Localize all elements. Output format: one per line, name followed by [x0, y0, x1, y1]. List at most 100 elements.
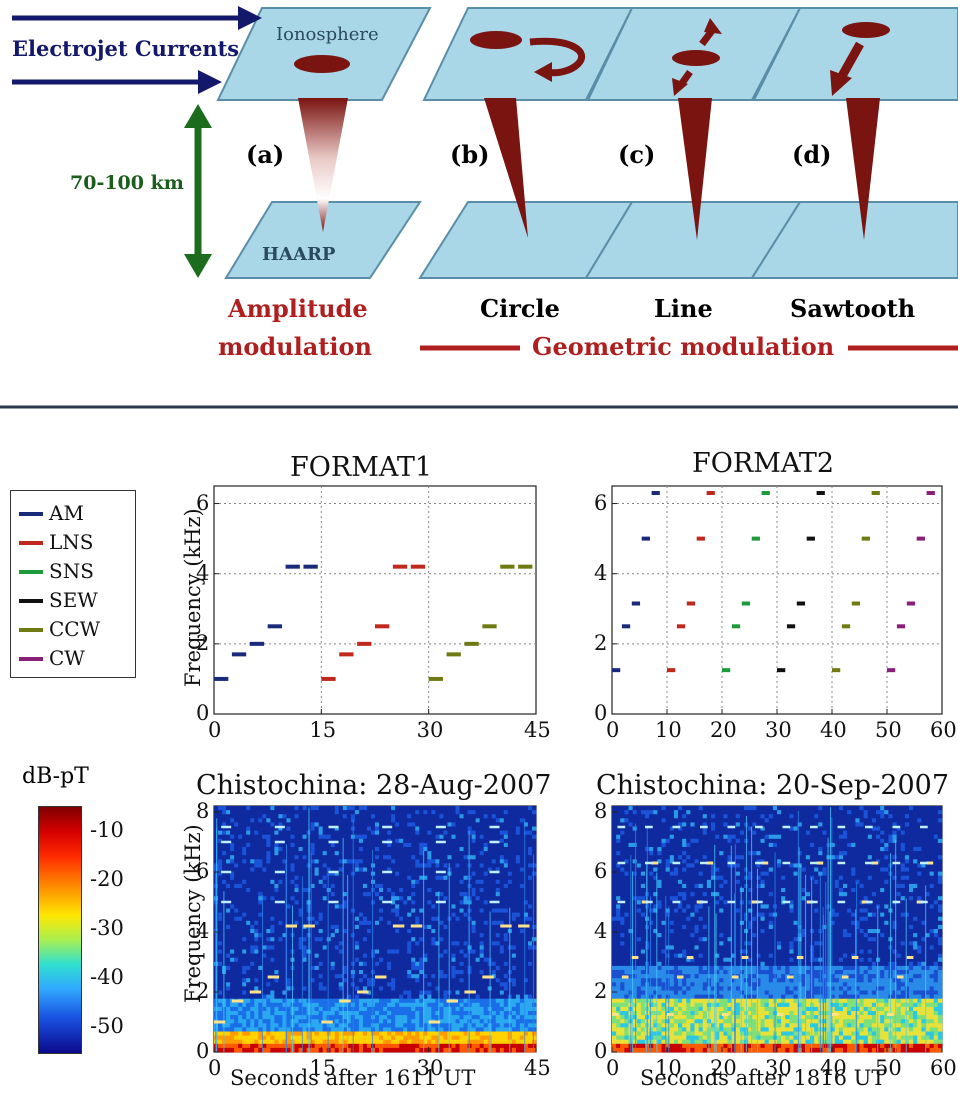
spectrogram-cell	[230, 965, 235, 971]
spectrogram-cell	[254, 838, 259, 844]
spectrogram-cell	[519, 818, 525, 823]
spectrogram-cell	[322, 851, 328, 856]
spectrogram-cell	[491, 933, 497, 938]
spectrogram-cell	[330, 1039, 336, 1045]
spectrogram-cell	[383, 818, 388, 823]
spectrogram-cell	[294, 814, 299, 819]
spectrogram-cell	[358, 834, 364, 840]
spectrogram-cell	[499, 949, 505, 954]
spectrogram-cell	[439, 822, 444, 827]
spectrogram-cell	[495, 888, 501, 893]
spectrogram-cell	[459, 1006, 464, 1012]
spectrogram-cell	[358, 916, 364, 922]
spectrogram-cell	[471, 978, 477, 983]
spectrogram-cell	[334, 1019, 340, 1024]
spectrogram-cell	[310, 818, 316, 823]
spectrogram-cell	[471, 965, 477, 971]
spectrogram-cell	[322, 933, 328, 938]
spectrogram-cell	[214, 982, 219, 987]
spectrogram-cell	[254, 937, 259, 942]
spectrogram-cell	[338, 851, 344, 856]
spectrogram-cell	[483, 1047, 489, 1053]
spectrogram-cell	[391, 826, 396, 831]
spectrogram-cell	[491, 1006, 497, 1012]
spectrogram-cell	[383, 949, 388, 954]
spectrogram-cell	[322, 1015, 328, 1020]
spectrogram-cell	[515, 1031, 521, 1036]
spectrogram-cell	[487, 834, 493, 840]
spectrogram-cell	[467, 904, 472, 909]
spectrogram-cell	[439, 1006, 444, 1012]
spectrogram-cell	[214, 855, 219, 860]
spectrogram-cell	[302, 1035, 307, 1041]
spectrogram-cell	[499, 904, 505, 909]
spectrogram-cell	[443, 974, 448, 979]
spectrogram-cell	[387, 1019, 392, 1024]
spectrogram-cell	[254, 916, 259, 922]
spectrogram-cell	[230, 883, 235, 889]
spectrogram-cell	[435, 826, 440, 831]
spectrogram-cell	[451, 847, 456, 852]
spectrogram-cell	[435, 822, 440, 827]
spectrogram-cell	[511, 974, 517, 979]
spectrogram-cell	[354, 994, 360, 1000]
spectrogram-cell	[250, 838, 255, 844]
spectrogram-cell	[447, 859, 452, 864]
spectrogram-cell	[415, 1047, 420, 1053]
spectrogram-cell	[487, 822, 493, 827]
spectrogram-cell	[411, 859, 416, 864]
spectrogram-cell	[463, 867, 468, 872]
spectrogram-cell	[439, 859, 444, 864]
spectrogram-cell	[467, 986, 472, 991]
spectrogram-cell	[427, 965, 432, 971]
spectrogram-cell	[531, 978, 537, 983]
spectrogram-cell	[467, 879, 472, 885]
spectrogram-cell	[479, 892, 485, 897]
spectrogram-cell	[431, 810, 436, 815]
spectrogram-cell	[238, 933, 243, 938]
spectrogram-cell	[375, 986, 380, 991]
spectrogram-cell	[427, 1031, 432, 1036]
spectrogram-cell	[479, 957, 485, 963]
ionosphere-plane-b	[422, 7, 634, 101]
spectrogram-cell	[471, 933, 477, 938]
spectrogram-cell	[435, 924, 440, 930]
spectrogram-cell	[459, 924, 464, 930]
spectrogram-cell	[366, 1002, 372, 1008]
spectrogram-cell	[459, 949, 464, 954]
spectrogram-cell	[274, 810, 279, 815]
spectrogram-cell	[439, 1027, 444, 1032]
spectrogram-cell	[250, 1019, 255, 1024]
spectrogram-cell	[246, 1011, 251, 1016]
spectrogram-cell	[346, 1035, 352, 1041]
spectrogram-cell	[471, 867, 477, 872]
spectrogram-cell	[523, 871, 529, 877]
spectrogram-cell	[375, 961, 380, 967]
spectrogram-cell	[423, 855, 428, 860]
spectrogram-cell	[423, 1019, 428, 1024]
spectrogram-cell	[423, 871, 428, 877]
spectrogram-cell	[459, 945, 464, 950]
spectrogram-cell	[282, 814, 287, 819]
spectrogram-cell	[459, 970, 464, 975]
spectrogram-cell	[407, 929, 412, 934]
spectrogram-cell	[246, 929, 251, 934]
spectrogram-cell	[286, 937, 291, 942]
spectrogram-cell	[326, 941, 332, 946]
spectrogram-cell	[326, 974, 332, 979]
spectrogram-cell	[459, 1011, 464, 1016]
spectrogram-cell	[358, 920, 364, 926]
spectrogram-cell	[258, 859, 263, 864]
spectrogram-cell	[499, 945, 505, 950]
spectrogram-cell	[507, 806, 513, 811]
spectrogram-cell	[415, 871, 420, 877]
spectrogram-cell	[262, 1023, 267, 1028]
spectrogram-cell	[218, 908, 223, 913]
spectrogram-cell	[338, 904, 344, 909]
spectrogram-cell	[479, 875, 485, 881]
spectrogram-cell	[230, 986, 235, 991]
spectrogram-cell	[491, 830, 497, 836]
spectrogram-cell	[483, 863, 489, 868]
spectrogram-cell	[499, 875, 505, 881]
spectrogram-cell	[354, 859, 360, 864]
